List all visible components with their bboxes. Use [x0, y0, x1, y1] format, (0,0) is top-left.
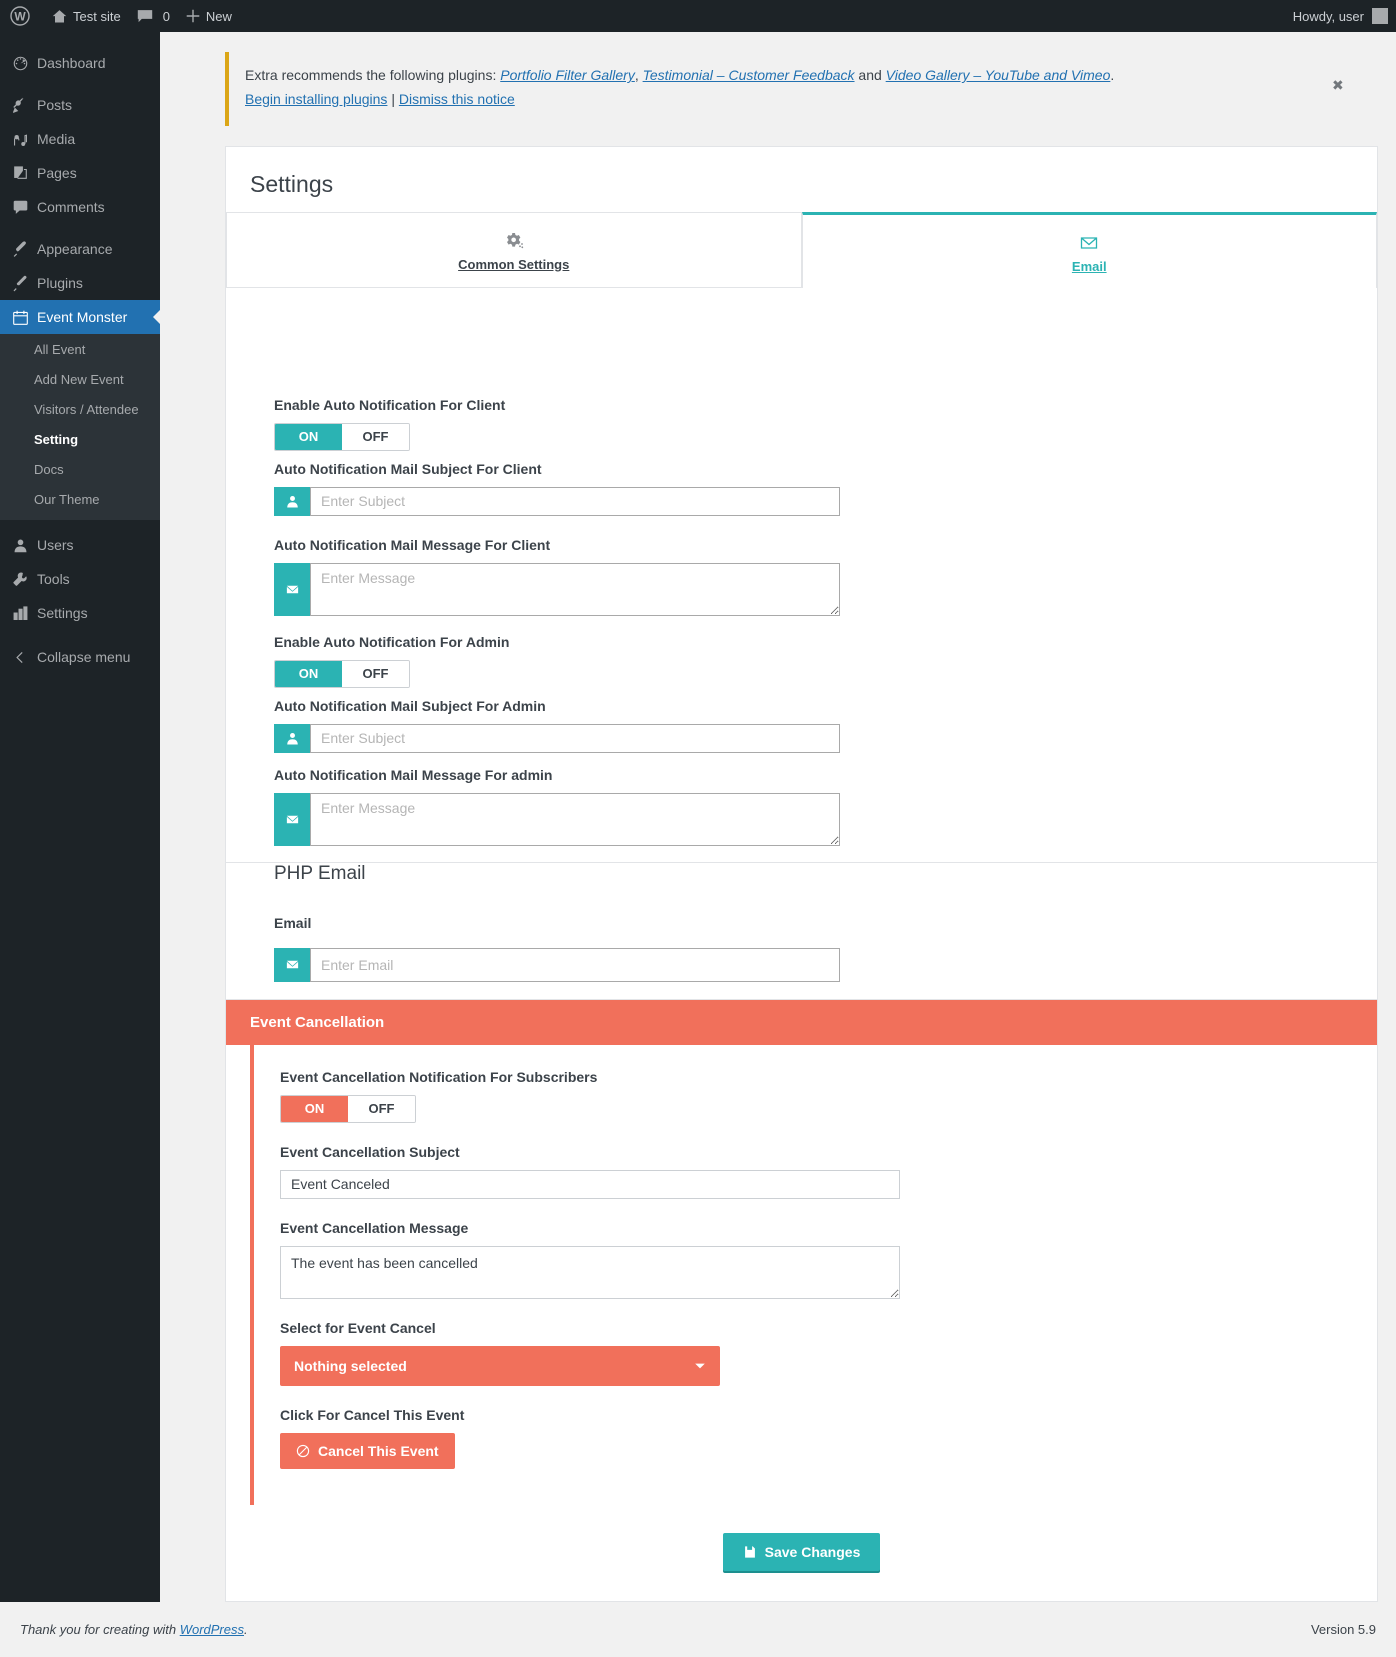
svg-text:W: W	[14, 10, 26, 24]
